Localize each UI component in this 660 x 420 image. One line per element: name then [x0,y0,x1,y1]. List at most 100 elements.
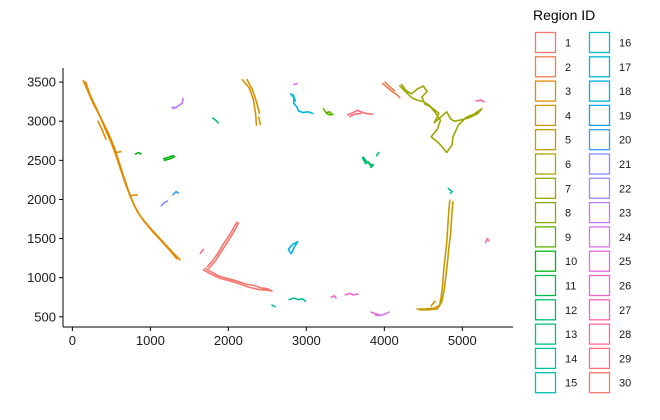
legend-label-17: 17 [619,62,631,74]
x-tick-label: 5000 [448,333,477,348]
region-3-path [84,81,181,261]
legend-key-22 [588,177,611,199]
region-23-path [171,106,177,109]
x-tick-label: 0 [69,333,76,348]
region-3-path [130,194,138,197]
region-17-path [292,93,297,102]
legend-label-24: 24 [619,232,631,244]
region-29-path [346,109,374,116]
legend-key-8 [534,201,557,224]
region-10-path [163,156,175,162]
region-3-path [115,150,122,154]
legend-label-25: 25 [619,256,631,268]
x-tick-label: 3000 [292,333,321,348]
legend-key-29 [588,347,611,370]
legend-label-11: 11 [565,281,576,293]
legend-key-25 [588,250,611,272]
legend-key-20 [588,129,611,151]
region-4-path [241,78,258,126]
region-20-path [172,190,180,196]
region-3-path [97,120,107,140]
legend-label-19: 19 [619,110,631,122]
region-12-path [361,156,375,169]
region-7-path [399,83,483,154]
legend-label-6: 6 [565,159,571,171]
region-2-path [382,82,401,99]
axes: 0 1000 2000 3000 4000 5000 500 1000 1500 2000 250… [27,68,513,348]
legend-label-29: 29 [619,353,631,365]
region-27-path [484,237,490,244]
legend-key-27 [588,299,611,321]
legend-key-26 [588,274,611,297]
legend-key-9 [534,226,557,248]
legend-label-5: 5 [565,135,571,147]
region-18-path [287,240,299,255]
legend-label-1: 1 [565,38,571,50]
region-25-path [370,311,380,316]
region-15-path [447,187,453,194]
region-4-path [258,116,262,126]
y-axis-ticks: 500 1000 1500 2000 2500 3000 3500 [27,75,63,324]
x-axis-ticks: 0 1000 2000 3000 4000 5000 [69,327,477,348]
legend-key-14 [534,347,557,370]
legend-key-4 [534,104,557,127]
legend-key-11 [534,274,557,297]
region-14-path [271,304,276,308]
region-14-path [288,297,307,302]
region-3-path [82,79,178,260]
region-28-path [199,248,205,255]
region-26-path [344,292,359,296]
y-tick-label: 1000 [27,270,56,285]
x-tick-label: 1000 [136,333,165,348]
region-4-path [246,78,261,115]
region-9-path [325,111,333,116]
legend-key-13 [534,323,557,345]
plot-area [82,78,490,317]
legend-label-2: 2 [565,62,571,74]
region-10-path [134,151,142,155]
legend-label-30: 30 [619,378,631,390]
legend-label-18: 18 [619,86,631,98]
legend-label-15: 15 [565,378,577,390]
legend-key-2 [534,56,557,78]
y-tick-label: 2000 [27,192,56,207]
legend-key-12 [534,299,557,321]
region-12-path [375,151,380,157]
legend-label-16: 16 [619,38,631,50]
region-5-path [430,300,436,307]
legend-key-24 [588,226,611,248]
legend-key-19 [588,104,611,127]
legend-key-10 [534,250,557,272]
y-tick-label: 1500 [27,231,56,246]
legend-key-28 [588,323,611,345]
region-27-path [475,99,485,103]
legend-label-22: 22 [619,183,631,195]
x-tick-label: 2000 [214,333,243,348]
region-5-path [418,201,454,311]
legend-label-13: 13 [565,329,577,341]
y-tick-label: 500 [34,309,56,324]
legend-key-21 [588,153,611,175]
region-24-path [374,311,390,317]
legend-key-23 [588,201,611,224]
legend-key-3 [534,80,557,102]
region-13-path [211,117,219,124]
legend-label-26: 26 [619,281,631,293]
region-1-path [206,221,238,268]
y-tick-label: 3000 [27,114,56,129]
region-1-path [202,267,273,292]
legend-label-8: 8 [565,208,571,220]
region-21-path [160,200,169,207]
legend-label-23: 23 [619,208,631,220]
region-5-path [416,199,451,310]
region-24-path [293,82,298,86]
legend-key-16 [588,31,611,54]
legend-label-9: 9 [565,232,571,244]
legend-label-3: 3 [565,86,571,98]
legend-label-7: 7 [565,183,571,195]
legend-label-12: 12 [565,305,577,317]
region-2-path [384,81,396,92]
legend: Region ID 123456789101112131415161718192… [533,7,631,394]
legend-items: 1234567891011121314151617181920212223242… [534,31,631,394]
legend-key-17 [588,56,611,78]
